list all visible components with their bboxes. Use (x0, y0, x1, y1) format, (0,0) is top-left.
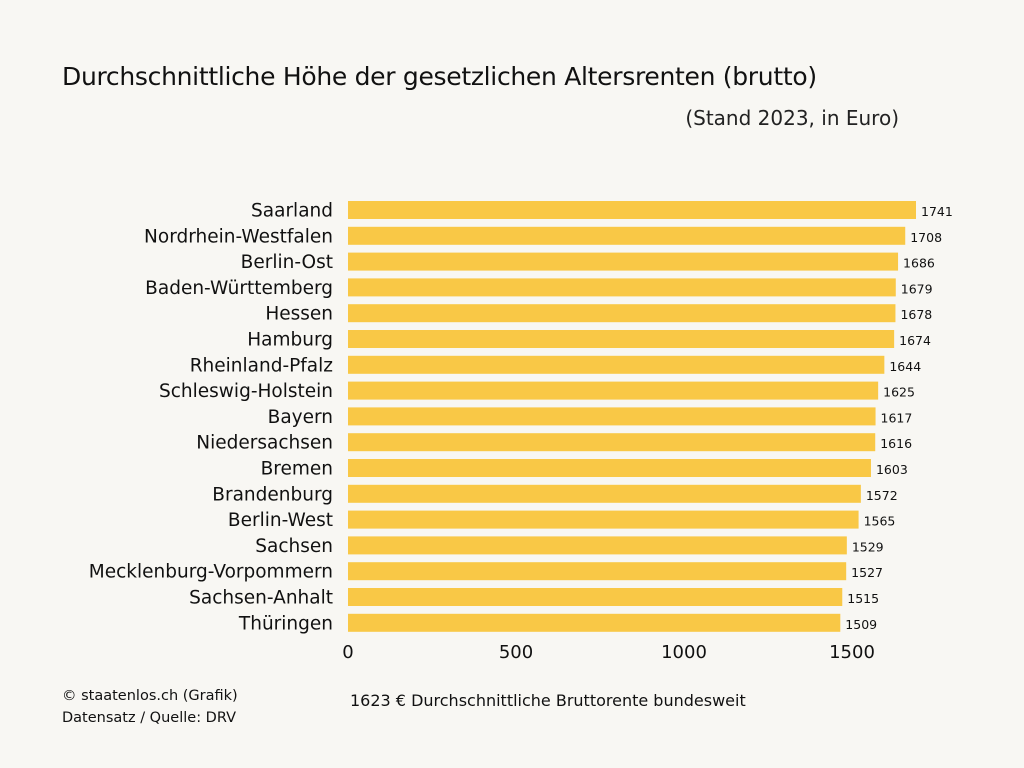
value-label: 1674 (899, 333, 931, 348)
bars-group (348, 201, 916, 632)
bar (348, 226, 906, 245)
chart-subtitle: (Stand 2023, in Euro) (685, 106, 899, 130)
value-label: 1625 (883, 385, 915, 400)
category-label: Rheinland-Pfalz (190, 355, 333, 376)
value-label: 1515 (847, 591, 879, 606)
bar (348, 433, 876, 452)
footer-credits: © staatenlos.ch (Grafik) Datensatz / Que… (62, 685, 238, 729)
value-label: 1678 (900, 307, 932, 322)
category-label: Sachsen (255, 536, 333, 557)
category-labels: Saarland Nordrhein-Westfalen Berlin-Ost Bad… (89, 201, 333, 635)
value-label: 1686 (903, 256, 935, 271)
source-text: Datensatz / Quelle: DRV (62, 710, 237, 726)
category-label: Thüringen (238, 613, 333, 634)
credit-text: © staatenlos.ch (Grafik) (62, 688, 238, 704)
value-label: 1572 (866, 488, 898, 503)
category-label: Berlin-West (228, 510, 333, 531)
national-average-note: 1623 € Durchschnittliche Bruttorente bun… (350, 691, 746, 710)
value-labels: 1741 1708 1686 1679 1678 1674 1644 1625 1617 1616… (845, 204, 953, 632)
x-tick-label: 1500 (829, 642, 875, 663)
bar (348, 252, 899, 271)
x-tick-label: 1000 (661, 642, 707, 663)
bar (348, 588, 843, 606)
x-tick-label: 0 (342, 642, 353, 663)
bar (348, 484, 861, 503)
bar (348, 407, 876, 426)
bar (348, 459, 871, 477)
bar (348, 381, 879, 400)
category-label: Hamburg (247, 330, 333, 351)
value-label: 1509 (845, 617, 877, 632)
category-label: Hessen (265, 304, 333, 325)
category-label: Brandenburg (212, 484, 333, 505)
category-label: Bremen (261, 459, 333, 480)
value-label: 1741 (921, 204, 953, 219)
chart-title: Durchschnittliche Höhe der gesetzlichen … (62, 62, 817, 91)
bar (348, 278, 896, 297)
value-label: 1708 (910, 230, 942, 245)
category-label: Berlin-Ost (241, 252, 333, 273)
value-label: 1603 (876, 462, 908, 477)
bar (348, 562, 847, 581)
category-label: Saarland (251, 201, 333, 222)
value-label: 1616 (880, 436, 912, 451)
bar (348, 330, 895, 348)
bar (348, 304, 896, 323)
category-label: Mecklenburg-Vorpommern (89, 562, 333, 583)
x-tick-label: 500 (499, 642, 533, 663)
bar (348, 201, 916, 219)
value-label: 1529 (852, 539, 884, 554)
bar (348, 613, 841, 632)
category-label: Sachsen-Anhalt (189, 588, 333, 609)
category-label: Nordrhein-Westfalen (144, 226, 333, 247)
value-label: 1565 (864, 514, 896, 529)
category-label: Bayern (268, 407, 333, 428)
x-axis-ticks: 0 500 1000 1500 (342, 642, 875, 663)
category-label: Niedersachsen (196, 433, 333, 454)
bar (348, 510, 859, 529)
category-label: Schleswig-Holstein (159, 381, 333, 402)
value-label: 1617 (881, 410, 913, 425)
bar (348, 355, 885, 374)
bar (348, 536, 847, 555)
category-label: Baden-Württemberg (145, 278, 333, 299)
value-label: 1527 (851, 565, 883, 580)
value-label: 1679 (901, 281, 933, 296)
value-label: 1644 (889, 359, 921, 374)
